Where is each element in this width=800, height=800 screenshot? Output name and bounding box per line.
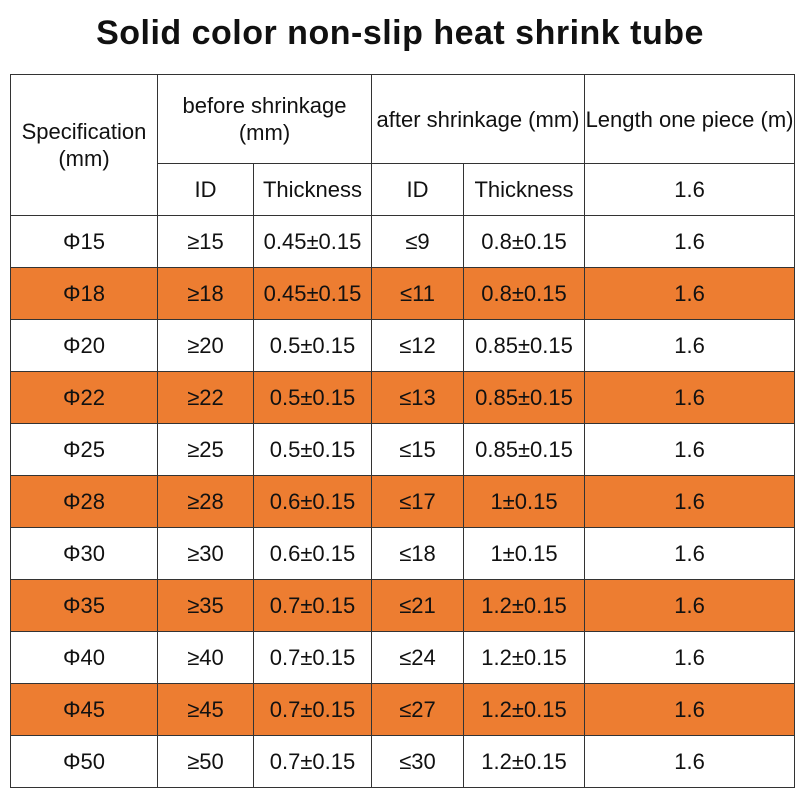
cell-after-thickness: 1±0.15 <box>462 475 586 528</box>
header-row: Specification (mm) before shrinkage (mm)… <box>10 74 796 216</box>
cell-before-thickness: 0.7±0.15 <box>253 735 372 788</box>
cell-after-thickness: 0.85±0.15 <box>462 319 586 372</box>
table-row: Φ15 ≥15 0.45±0.15 ≤9 0.8±0.15 1.6 <box>10 215 796 268</box>
cell-length: 1.6 <box>584 423 796 476</box>
cell-length: 1.6 <box>584 735 796 788</box>
cell-length: 1.6 <box>584 683 796 736</box>
table-row: Φ45 ≥45 0.7±0.15 ≤27 1.2±0.15 1.6 <box>10 683 796 736</box>
table-row: Φ28 ≥28 0.6±0.15 ≤17 1±0.15 1.6 <box>10 475 796 528</box>
cell-before-thickness: 0.7±0.15 <box>253 579 372 632</box>
cell-length: 1.6 <box>584 319 796 372</box>
cell-length: 1.6 <box>584 527 796 580</box>
table-row: Φ35 ≥35 0.7±0.15 ≤21 1.2±0.15 1.6 <box>10 579 796 632</box>
cell-before-thickness: 0.45±0.15 <box>253 267 372 320</box>
cell-before-thickness: 0.6±0.15 <box>253 527 372 580</box>
cell-specification: Φ50 <box>10 735 158 788</box>
header-length: Length one piece (m) <box>584 74 796 164</box>
subheader-after-id: ID <box>371 163 464 216</box>
cell-before-id: ≥22 <box>157 371 254 424</box>
table-row: Φ22 ≥22 0.5±0.15 ≤13 0.85±0.15 1.6 <box>10 371 796 424</box>
cell-after-id: ≤18 <box>371 527 464 580</box>
cell-before-id: ≥45 <box>157 683 254 736</box>
subheader-length-value: 1.6 <box>584 163 796 216</box>
cell-length: 1.6 <box>584 631 796 684</box>
cell-after-thickness: 1.2±0.15 <box>462 631 586 684</box>
subheader-after-thickness: Thickness <box>462 163 586 216</box>
subheader-row: ID Thickness ID Thickness 1.6 <box>11 163 796 216</box>
page-title: Solid color non-slip heat shrink tube <box>96 14 704 52</box>
header-before-shrinkage: before shrinkage (mm) <box>157 74 372 164</box>
cell-length: 1.6 <box>584 215 796 268</box>
header-after-shrinkage: after shrinkage (mm) <box>370 74 586 164</box>
cell-after-thickness: 0.85±0.15 <box>462 371 586 424</box>
cell-specification: Φ35 <box>10 579 158 632</box>
cell-after-thickness: 1.2±0.15 <box>462 735 586 788</box>
cell-after-id: ≤17 <box>371 475 464 528</box>
cell-length: 1.6 <box>584 475 796 528</box>
cell-after-id: ≤24 <box>371 631 464 684</box>
cell-before-id: ≥50 <box>157 735 254 788</box>
cell-after-thickness: 1.2±0.15 <box>462 683 586 736</box>
cell-before-thickness: 0.5±0.15 <box>253 319 372 372</box>
cell-before-id: ≥25 <box>157 423 254 476</box>
cell-before-thickness: 0.5±0.15 <box>253 423 372 476</box>
cell-before-id: ≥28 <box>157 475 254 528</box>
cell-after-id: ≤11 <box>371 267 464 320</box>
cell-specification: Φ22 <box>10 371 158 424</box>
cell-after-thickness: 0.8±0.15 <box>462 215 586 268</box>
subheader-before-id: ID <box>157 163 254 216</box>
cell-after-id: ≤27 <box>371 683 464 736</box>
cell-specification: Φ18 <box>10 267 158 320</box>
cell-after-id: ≤21 <box>371 579 464 632</box>
spec-table: Specification (mm) before shrinkage (mm)… <box>10 74 796 788</box>
cell-before-id: ≥30 <box>157 527 254 580</box>
cell-specification: Φ28 <box>10 475 158 528</box>
cell-length: 1.6 <box>584 267 796 320</box>
cell-before-thickness: 0.45±0.15 <box>253 215 372 268</box>
cell-before-id: ≥35 <box>157 579 254 632</box>
cell-specification: Φ15 <box>10 215 158 268</box>
cell-after-id: ≤9 <box>371 215 464 268</box>
cell-after-id: ≤13 <box>371 371 464 424</box>
cell-before-id: ≥20 <box>157 319 254 372</box>
header-specification: Specification (mm) <box>10 74 158 216</box>
cell-after-thickness: 1.2±0.15 <box>462 579 586 632</box>
cell-specification: Φ30 <box>10 527 158 580</box>
subheader-before-thickness: Thickness <box>253 163 372 216</box>
table-row: Φ30 ≥30 0.6±0.15 ≤18 1±0.15 1.6 <box>10 527 796 580</box>
cell-before-thickness: 0.7±0.15 <box>253 631 372 684</box>
table-row: Φ40 ≥40 0.7±0.15 ≤24 1.2±0.15 1.6 <box>10 631 796 684</box>
cell-before-thickness: 0.6±0.15 <box>253 475 372 528</box>
cell-before-thickness: 0.7±0.15 <box>253 683 372 736</box>
cell-before-id: ≥15 <box>157 215 254 268</box>
cell-specification: Φ20 <box>10 319 158 372</box>
cell-after-id: ≤15 <box>371 423 464 476</box>
cell-before-id: ≥40 <box>157 631 254 684</box>
cell-specification: Φ40 <box>10 631 158 684</box>
table-row: Φ18 ≥18 0.45±0.15 ≤11 0.8±0.15 1.6 <box>10 267 796 320</box>
cell-specification: Φ25 <box>10 423 158 476</box>
cell-after-thickness: 1±0.15 <box>462 527 586 580</box>
table-row: Φ20 ≥20 0.5±0.15 ≤12 0.85±0.15 1.6 <box>10 319 796 372</box>
cell-after-thickness: 0.8±0.15 <box>462 267 586 320</box>
cell-after-thickness: 0.85±0.15 <box>462 423 586 476</box>
cell-before-id: ≥18 <box>157 267 254 320</box>
cell-after-id: ≤30 <box>371 735 464 788</box>
cell-length: 1.6 <box>584 579 796 632</box>
cell-specification: Φ45 <box>10 683 158 736</box>
cell-after-id: ≤12 <box>371 319 464 372</box>
cell-before-thickness: 0.5±0.15 <box>253 371 372 424</box>
cell-length: 1.6 <box>584 371 796 424</box>
table-row: Φ50 ≥50 0.7±0.15 ≤30 1.2±0.15 1.6 <box>10 735 796 788</box>
table-row: Φ25 ≥25 0.5±0.15 ≤15 0.85±0.15 1.6 <box>10 423 796 476</box>
